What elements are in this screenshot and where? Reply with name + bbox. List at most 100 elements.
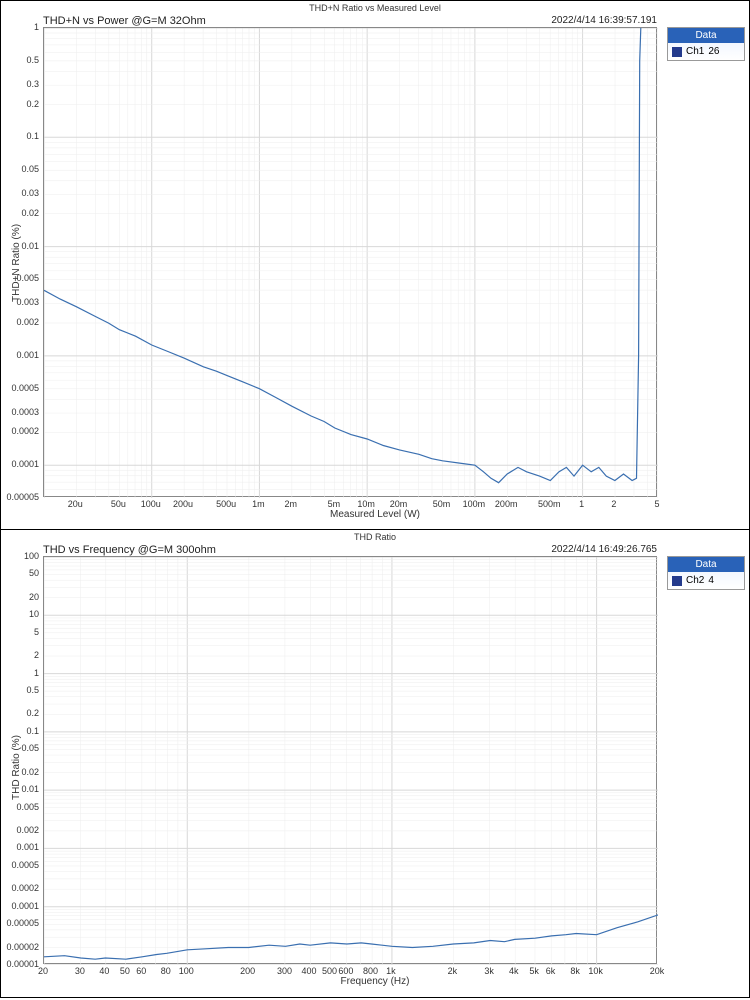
x-tick-label: 5m [328,499,341,509]
legend-box: Data Ch2 4 [667,556,745,590]
y-tick-label: 0.02 [1,767,39,777]
x-tick-label: 200 [240,966,255,976]
x-tick-label: 50 [120,966,130,976]
x-tick-label: 100u [141,499,161,509]
x-tick-label: 2 [611,499,616,509]
y-tick-label: 0.0002 [1,883,39,893]
y-tick-label: 0.00002 [1,942,39,952]
x-axis-label: Frequency (Hz) [1,976,749,987]
y-axis-label: THD+N Ratio (%) [11,224,22,302]
y-tick-label: 0.02 [1,208,39,218]
legend-swatch-icon [672,576,682,586]
y-tick-label: 0.01 [1,784,39,794]
legend-series-name: Ch2 [686,575,704,586]
x-tick-label: 10k [588,966,603,976]
legend-series-count: 4 [708,575,714,586]
legend-series-name: Ch1 [686,46,704,57]
x-tick-label: 200u [173,499,193,509]
x-tick-label: 60 [136,966,146,976]
x-tick-label: 80 [161,966,171,976]
x-tick-label: 8k [570,966,580,976]
y-tick-label: 5 [1,627,39,637]
legend-series-count: 26 [708,46,719,57]
x-tick-label: 50u [111,499,126,509]
y-tick-label: 0.005 [1,802,39,812]
y-tick-label: 0.002 [1,317,39,327]
x-tick-label: 6k [546,966,556,976]
y-tick-label: 0.00005 [1,918,39,928]
x-tick-label: 500 [322,966,337,976]
y-tick-label: 0.0005 [1,860,39,870]
y-tick-label: 0.3 [1,79,39,89]
y-tick-label: 0.2 [1,708,39,718]
plot-area [43,27,657,497]
y-tick-label: 10 [1,609,39,619]
y-tick-label: 0.05 [1,743,39,753]
x-tick-label: 40 [99,966,109,976]
y-tick-label: 0.001 [1,350,39,360]
super-title: THD+N Ratio vs Measured Level [1,3,749,13]
x-tick-label: 20u [68,499,83,509]
plot-area [43,556,657,964]
y-tick-label: 100 [1,551,39,561]
y-tick-label: 0.00001 [1,959,39,969]
x-tick-label: 2k [448,966,458,976]
x-tick-label: 1m [252,499,265,509]
y-tick-label: 0.0001 [1,901,39,911]
y-tick-label: 0.01 [1,241,39,251]
y-tick-label: 0.05 [1,164,39,174]
y-tick-label: 0.005 [1,273,39,283]
x-tick-label: 5 [654,499,659,509]
chart-title: THD vs Frequency @G=M 300ohm [43,544,216,556]
x-tick-label: 4k [509,966,519,976]
y-tick-label: 0.00005 [1,492,39,502]
x-tick-label: 20m [390,499,408,509]
x-tick-label: 400 [302,966,317,976]
x-tick-label: 5k [529,966,539,976]
legend-item: Ch1 26 [668,43,744,60]
y-tick-label: 0.0001 [1,459,39,469]
y-tick-label: 0.1 [1,726,39,736]
chart-title: THD+N vs Power @G=M 32Ohm [43,15,206,27]
legend-header: Data [668,557,744,572]
y-tick-label: 50 [1,568,39,578]
y-tick-label: 0.0003 [1,407,39,417]
chart-panel-thdn-power: THD+N Ratio vs Measured Level THD+N vs P… [0,0,750,530]
legend-swatch-icon [672,47,682,57]
x-tick-label: 100 [179,966,194,976]
x-tick-label: 600 [338,966,353,976]
x-tick-label: 200m [495,499,518,509]
x-tick-label: 30 [75,966,85,976]
y-tick-label: 2 [1,650,39,660]
legend-item: Ch2 4 [668,572,744,589]
x-tick-label: 1 [579,499,584,509]
y-tick-label: 20 [1,592,39,602]
timestamp: 2022/4/14 16:49:26.765 [551,544,657,555]
x-tick-label: 1k [386,966,396,976]
y-tick-label: 0.2 [1,99,39,109]
x-tick-label: 800 [363,966,378,976]
x-tick-label: 100m [463,499,486,509]
x-tick-label: 500m [538,499,561,509]
y-tick-label: 1 [1,22,39,32]
timestamp: 2022/4/14 16:39:57.191 [551,15,657,26]
y-tick-label: 0.001 [1,842,39,852]
y-tick-label: 0.03 [1,188,39,198]
y-tick-label: 0.0005 [1,383,39,393]
x-tick-label: 300 [277,966,292,976]
x-tick-label: 2m [284,499,297,509]
y-tick-label: 0.5 [1,685,39,695]
y-tick-label: 0.003 [1,297,39,307]
y-tick-label: 1 [1,668,39,678]
y-tick-label: 0.5 [1,55,39,65]
x-tick-label: 3k [484,966,494,976]
y-tick-label: 0.002 [1,825,39,835]
x-tick-label: 20k [650,966,665,976]
y-tick-label: 0.1 [1,131,39,141]
x-axis-label: Measured Level (W) [1,509,749,520]
chart-panel-thd-frequency: THD Ratio THD vs Frequency @G=M 300ohm 2… [0,530,750,998]
legend-box: Data Ch1 26 [667,27,745,61]
legend-header: Data [668,28,744,43]
x-tick-label: 10m [357,499,375,509]
x-tick-label: 50m [433,499,451,509]
